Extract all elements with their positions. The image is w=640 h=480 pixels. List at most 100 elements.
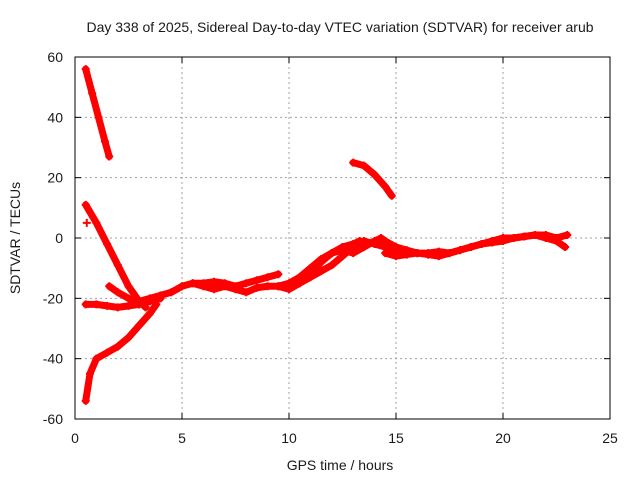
data-point [100, 137, 109, 146]
data-point [199, 282, 208, 291]
data-point [167, 288, 176, 297]
data-point [381, 182, 390, 191]
y-tick-label: -20 [43, 290, 63, 306]
data-point [124, 294, 133, 303]
series-line [82, 300, 160, 405]
data-point [252, 283, 261, 292]
data-point [563, 230, 572, 239]
data-point [252, 276, 261, 285]
data-point [477, 240, 486, 249]
data-point [113, 288, 122, 297]
data-point [156, 291, 165, 300]
data-point [124, 333, 133, 342]
series-line [105, 282, 143, 308]
data-point [359, 243, 368, 252]
data-point [145, 294, 154, 303]
y-tick-label: 60 [47, 49, 63, 65]
data-point [381, 237, 390, 246]
y-tick-label: -40 [43, 351, 63, 367]
data-point [359, 161, 368, 170]
x-tick-label: 10 [281, 430, 297, 446]
data-point [81, 300, 90, 309]
data-point [105, 282, 114, 291]
data-point [445, 249, 454, 258]
data-point [103, 240, 112, 249]
data-point [370, 237, 379, 246]
data-point [531, 230, 540, 239]
data-point [263, 282, 272, 291]
data-point [178, 282, 186, 291]
data-point [392, 252, 400, 261]
data-point [135, 297, 144, 306]
series-arc-1 [81, 65, 114, 161]
data-point [413, 249, 422, 258]
data-point [456, 246, 465, 255]
data-point [220, 282, 229, 291]
data-point [317, 258, 326, 267]
data-point [210, 277, 219, 286]
data-point [105, 152, 114, 161]
data-point [274, 270, 283, 279]
data-point [103, 348, 112, 357]
data-point [381, 249, 390, 258]
data-point [94, 113, 103, 122]
data-point [81, 396, 90, 405]
data-point [424, 250, 433, 259]
data-point [509, 234, 518, 242]
data-point [349, 158, 358, 167]
data-point [82, 218, 91, 227]
data-point [88, 89, 97, 98]
data-point [231, 285, 240, 294]
data-point [113, 303, 122, 312]
data-point [327, 249, 336, 258]
series-arc-12 [413, 230, 572, 261]
axis-ticks: 0 5 10 15 20 25 -60 -40 -20 0 20 40 60 [43, 49, 618, 446]
series-arc-9 [306, 234, 422, 279]
data-point [338, 246, 347, 255]
data-point [113, 342, 122, 351]
series-line [349, 159, 396, 200]
y-tick-label: 20 [47, 170, 63, 186]
x-tick-label: 20 [495, 430, 511, 446]
data-point [387, 191, 396, 200]
data-series [81, 65, 572, 405]
data-point [377, 234, 386, 242]
data-point [135, 321, 144, 330]
data-point [499, 237, 507, 246]
series-arc-5 [105, 282, 144, 309]
data-point [392, 243, 400, 252]
data-point [488, 238, 497, 247]
data-point [81, 65, 90, 74]
data-point [541, 230, 550, 239]
x-tick-label: 0 [71, 430, 79, 446]
data-point [327, 261, 336, 270]
x-tick-label: 15 [388, 430, 404, 446]
x-axis-label: GPS time / hours [287, 457, 394, 473]
data-point [370, 170, 379, 179]
series-arc-10 [349, 158, 396, 200]
data-point [402, 250, 411, 259]
y-tick-label: 0 [55, 230, 63, 246]
data-point [317, 267, 326, 276]
data-point [434, 252, 443, 261]
series-arc-3 [81, 300, 161, 405]
data-point [210, 285, 219, 294]
data-point [466, 243, 475, 252]
y-tick-label: -60 [43, 411, 63, 427]
data-point [295, 279, 304, 288]
series-arc-13 [82, 218, 91, 227]
data-point [92, 218, 101, 227]
data-point [285, 285, 293, 294]
data-point [103, 301, 112, 310]
data-point [242, 279, 251, 288]
data-point [188, 279, 197, 288]
y-axis-label: SDTVAR / TECUs [7, 182, 23, 294]
data-point [124, 282, 133, 291]
data-point [92, 300, 101, 309]
data-point [124, 301, 133, 310]
data-point [552, 234, 561, 242]
chart-title: Day 338 of 2025, Sidereal Day-to-day VTE… [86, 19, 593, 35]
data-point [242, 288, 251, 297]
data-point [92, 354, 101, 363]
